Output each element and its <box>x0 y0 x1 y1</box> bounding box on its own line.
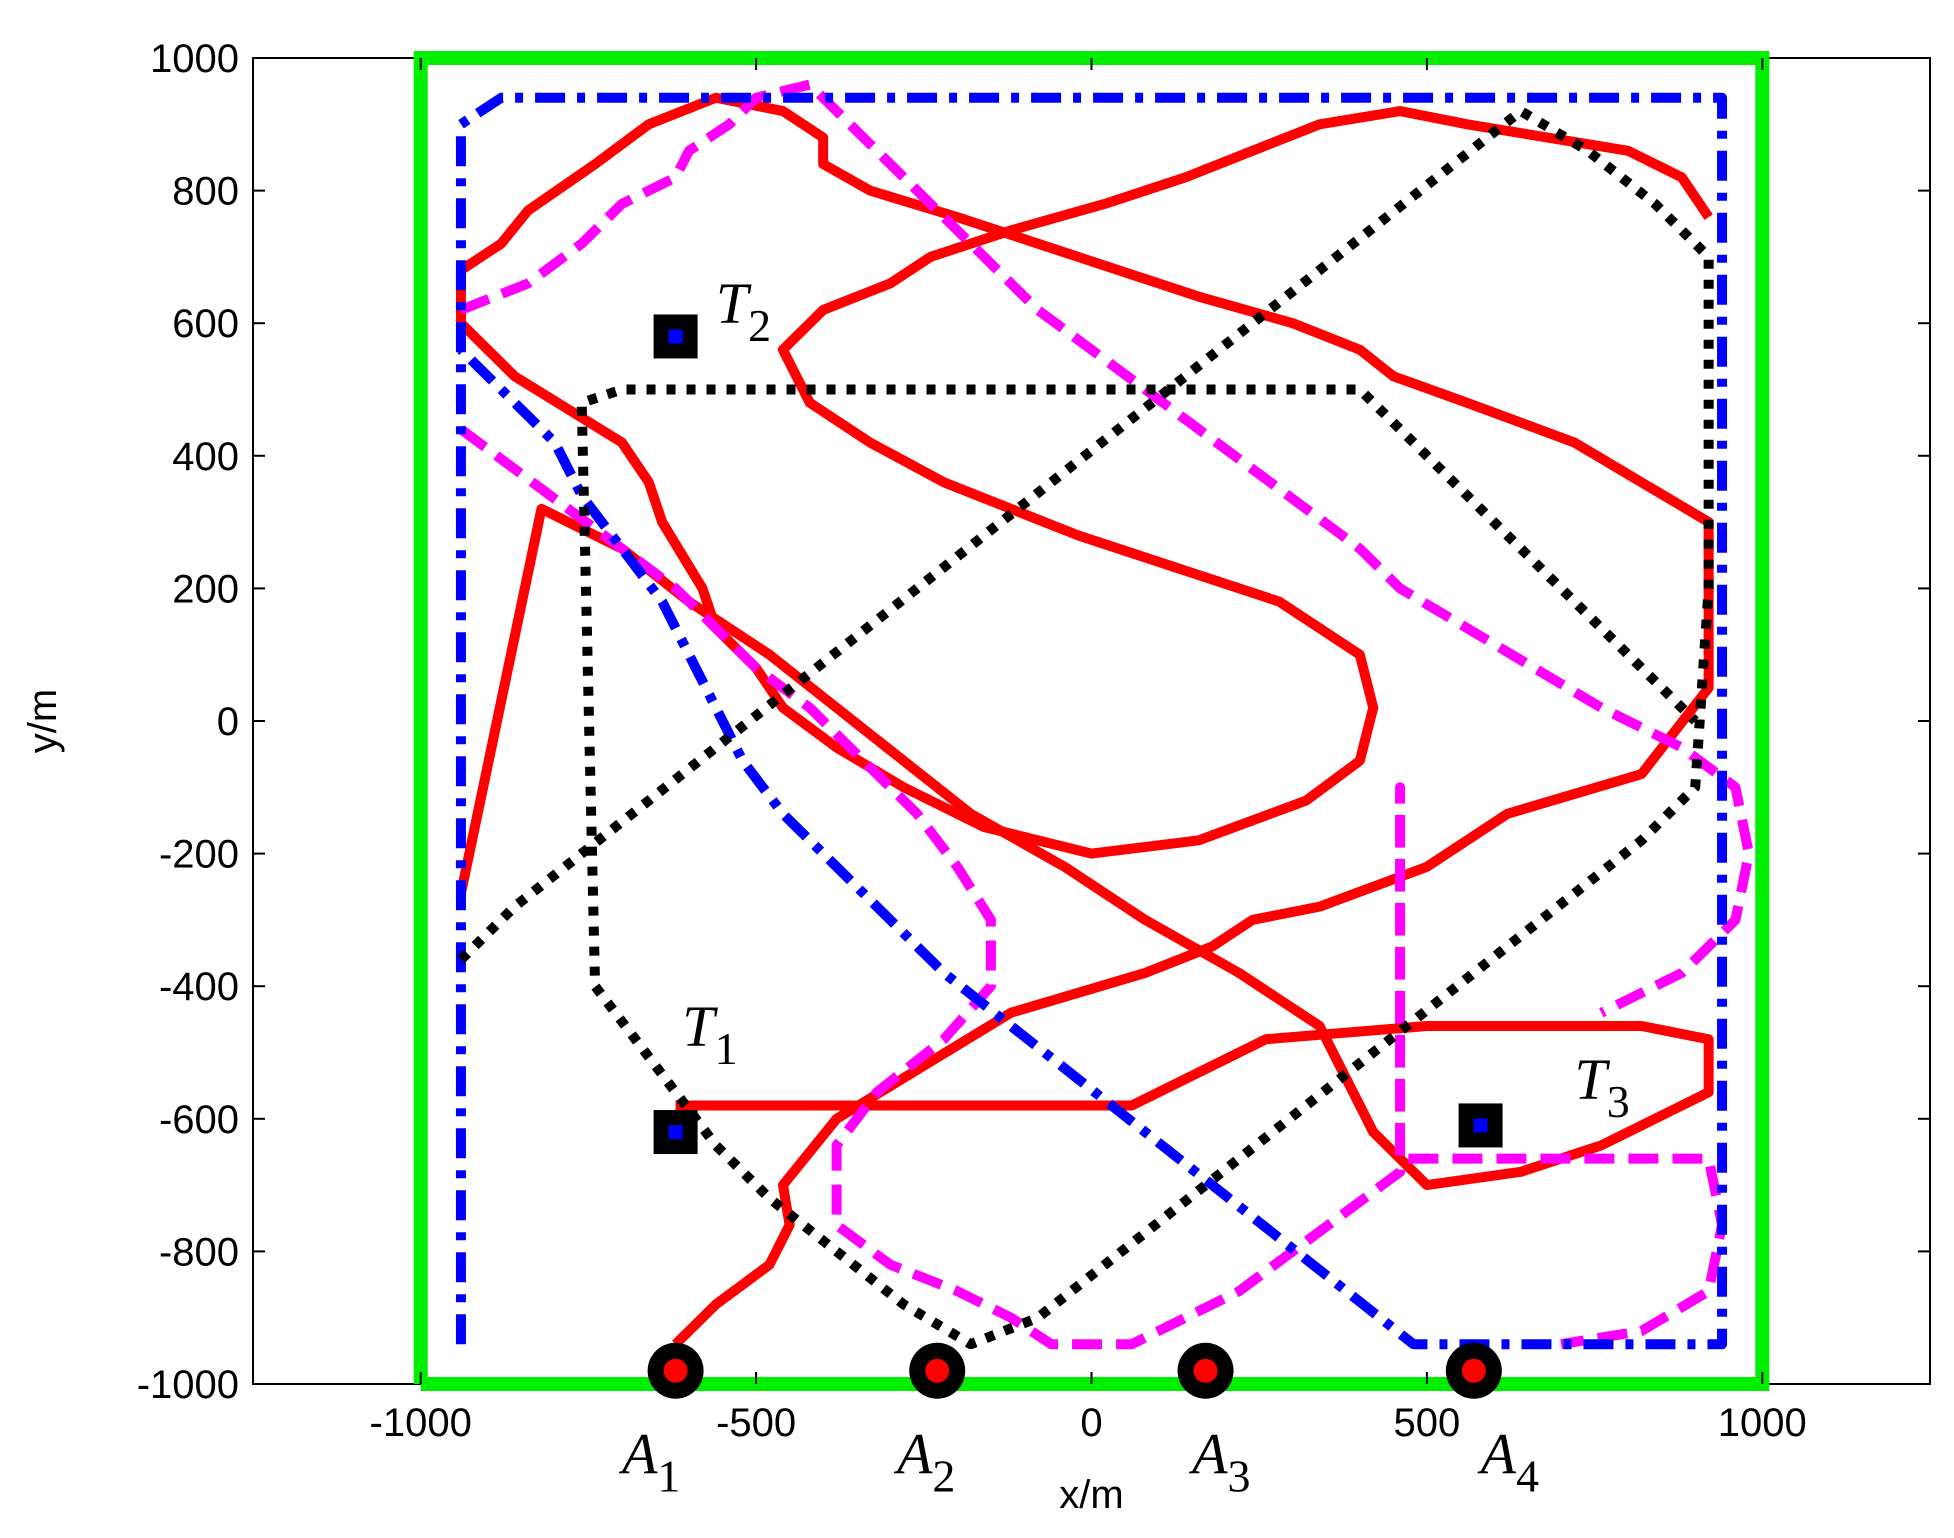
y-tick-label: 600 <box>172 302 239 346</box>
agent-marker-center-a3 <box>1193 1358 1218 1383</box>
y-tick-label: 400 <box>172 435 239 479</box>
y-tick-label: -1000 <box>137 1363 239 1407</box>
annotation-subscript-t2: 2 <box>748 300 771 351</box>
series-line-3 <box>459 79 1754 1018</box>
annotation-subscript-a3: 3 <box>1228 1451 1251 1502</box>
y-tick-label: 0 <box>217 700 239 744</box>
y-tick-label: -200 <box>159 833 239 877</box>
annotation-subscript-t1: 1 <box>715 1023 738 1074</box>
y-tick-label: -600 <box>159 1098 239 1142</box>
annotation-subscript-a4: 4 <box>1516 1451 1539 1502</box>
x-tick-label: -1000 <box>370 1401 472 1445</box>
x-tick-label: -500 <box>716 1401 796 1445</box>
y-tick-label: 800 <box>172 170 239 214</box>
y-tick-label: 200 <box>172 567 239 611</box>
x-axis: -1000 -500 0 500 1000 <box>370 58 1807 1445</box>
annotation-subscript-t3: 3 <box>1607 1076 1630 1127</box>
x-tick-label: 1000 <box>1718 1401 1807 1445</box>
agent-marker-center-a4 <box>1461 1358 1486 1383</box>
y-tick-label: -800 <box>159 1230 239 1274</box>
target-marker-center-t1 <box>668 1125 683 1140</box>
annotation-subscript-a1: 1 <box>657 1451 680 1502</box>
target-marker-center-t2 <box>668 329 683 344</box>
y-axis-label: y/m <box>21 689 65 753</box>
x-axis-label: x/m <box>1059 1473 1123 1517</box>
y-tick-label: -400 <box>159 965 239 1009</box>
series-line-5 <box>455 92 1728 1350</box>
series-line-2 <box>456 503 1714 1191</box>
y-tick-label: 1000 <box>150 37 239 81</box>
x-tick-label: 500 <box>1394 1401 1461 1445</box>
target-marker-center-t3 <box>1473 1118 1488 1133</box>
x-tick-label: 0 <box>1080 1401 1102 1445</box>
agent-marker-center-a1 <box>663 1358 688 1383</box>
series-layer <box>455 79 1754 1350</box>
series-line-6 <box>457 106 1714 1350</box>
series-line-1 <box>455 92 1714 1348</box>
agent-marker-center-a2 <box>925 1358 950 1383</box>
annotation-subscript-a2: 2 <box>932 1451 955 1502</box>
y-axis: -1000 -800 -600 -400 -200 0 200 400 600 800 1000 <box>137 37 1930 1407</box>
